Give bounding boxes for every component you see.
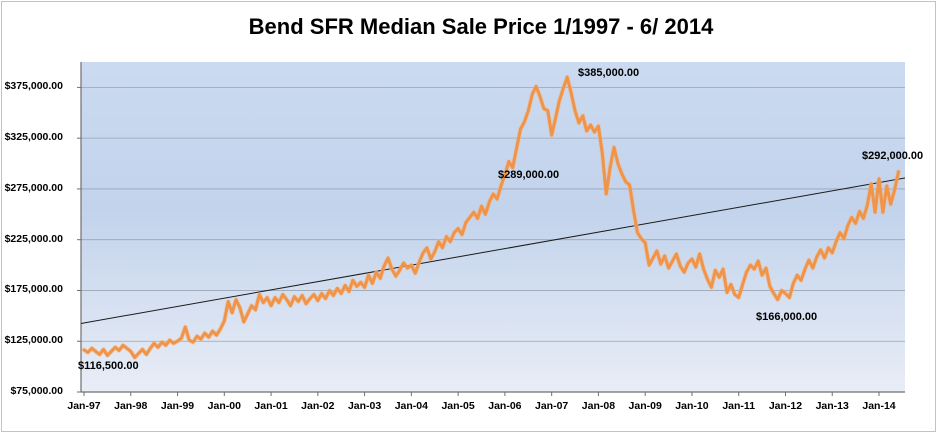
x-tick-label: Jan-10 <box>675 400 709 412</box>
x-tick-label: Jan-03 <box>347 400 382 412</box>
x-tick-label: Jan-14 <box>862 400 896 412</box>
x-tick-label: Jan-00 <box>207 400 241 412</box>
x-tick-label: Jan-07 <box>535 400 569 412</box>
x-tick-label: Jan-99 <box>160 400 195 412</box>
x-tick-label: Jan-12 <box>768 400 803 412</box>
x-tick-label: Jan-01 <box>254 400 288 412</box>
price-line <box>82 75 900 359</box>
data-label: $116,500.00 <box>78 360 139 372</box>
x-tick-label: Jan-97 <box>67 400 101 412</box>
x-tick-label: Jan-13 <box>815 400 849 412</box>
data-label: $385,000.00 <box>578 67 640 79</box>
x-tick-label: Jan-06 <box>488 400 522 412</box>
y-tick-label: $175,000.00 <box>4 283 63 296</box>
data-label: $292,000.00 <box>862 150 924 162</box>
y-tick-label: $325,000.00 <box>4 131 63 144</box>
x-tick-label: Jan-05 <box>441 400 475 412</box>
y-tick-label: $75,000.00 <box>10 385 63 397</box>
x-tick-label: Jan-09 <box>628 400 662 412</box>
plot-area <box>81 62 905 392</box>
y-tick-label: $275,000.00 <box>4 181 63 194</box>
x-tick-label: Jan-98 <box>114 400 148 412</box>
x-tick-label: Jan-02 <box>301 400 335 412</box>
trendline <box>80 177 906 324</box>
x-tick-label: Jan-11 <box>722 400 756 412</box>
y-tick-label: $125,000.00 <box>4 334 63 347</box>
chart-title: Bend SFR Median Sale Price 1/1997 - 6/ 2… <box>248 14 714 39</box>
x-tick-label: Jan-04 <box>394 400 428 412</box>
data-label: $166,000.00 <box>756 311 818 323</box>
y-tick-label: $225,000.00 <box>4 232 63 245</box>
x-tick-label: Jan-08 <box>581 400 616 412</box>
y-tick-label: $375,000.00 <box>4 80 63 93</box>
data-label: $289,000.00 <box>498 169 560 181</box>
